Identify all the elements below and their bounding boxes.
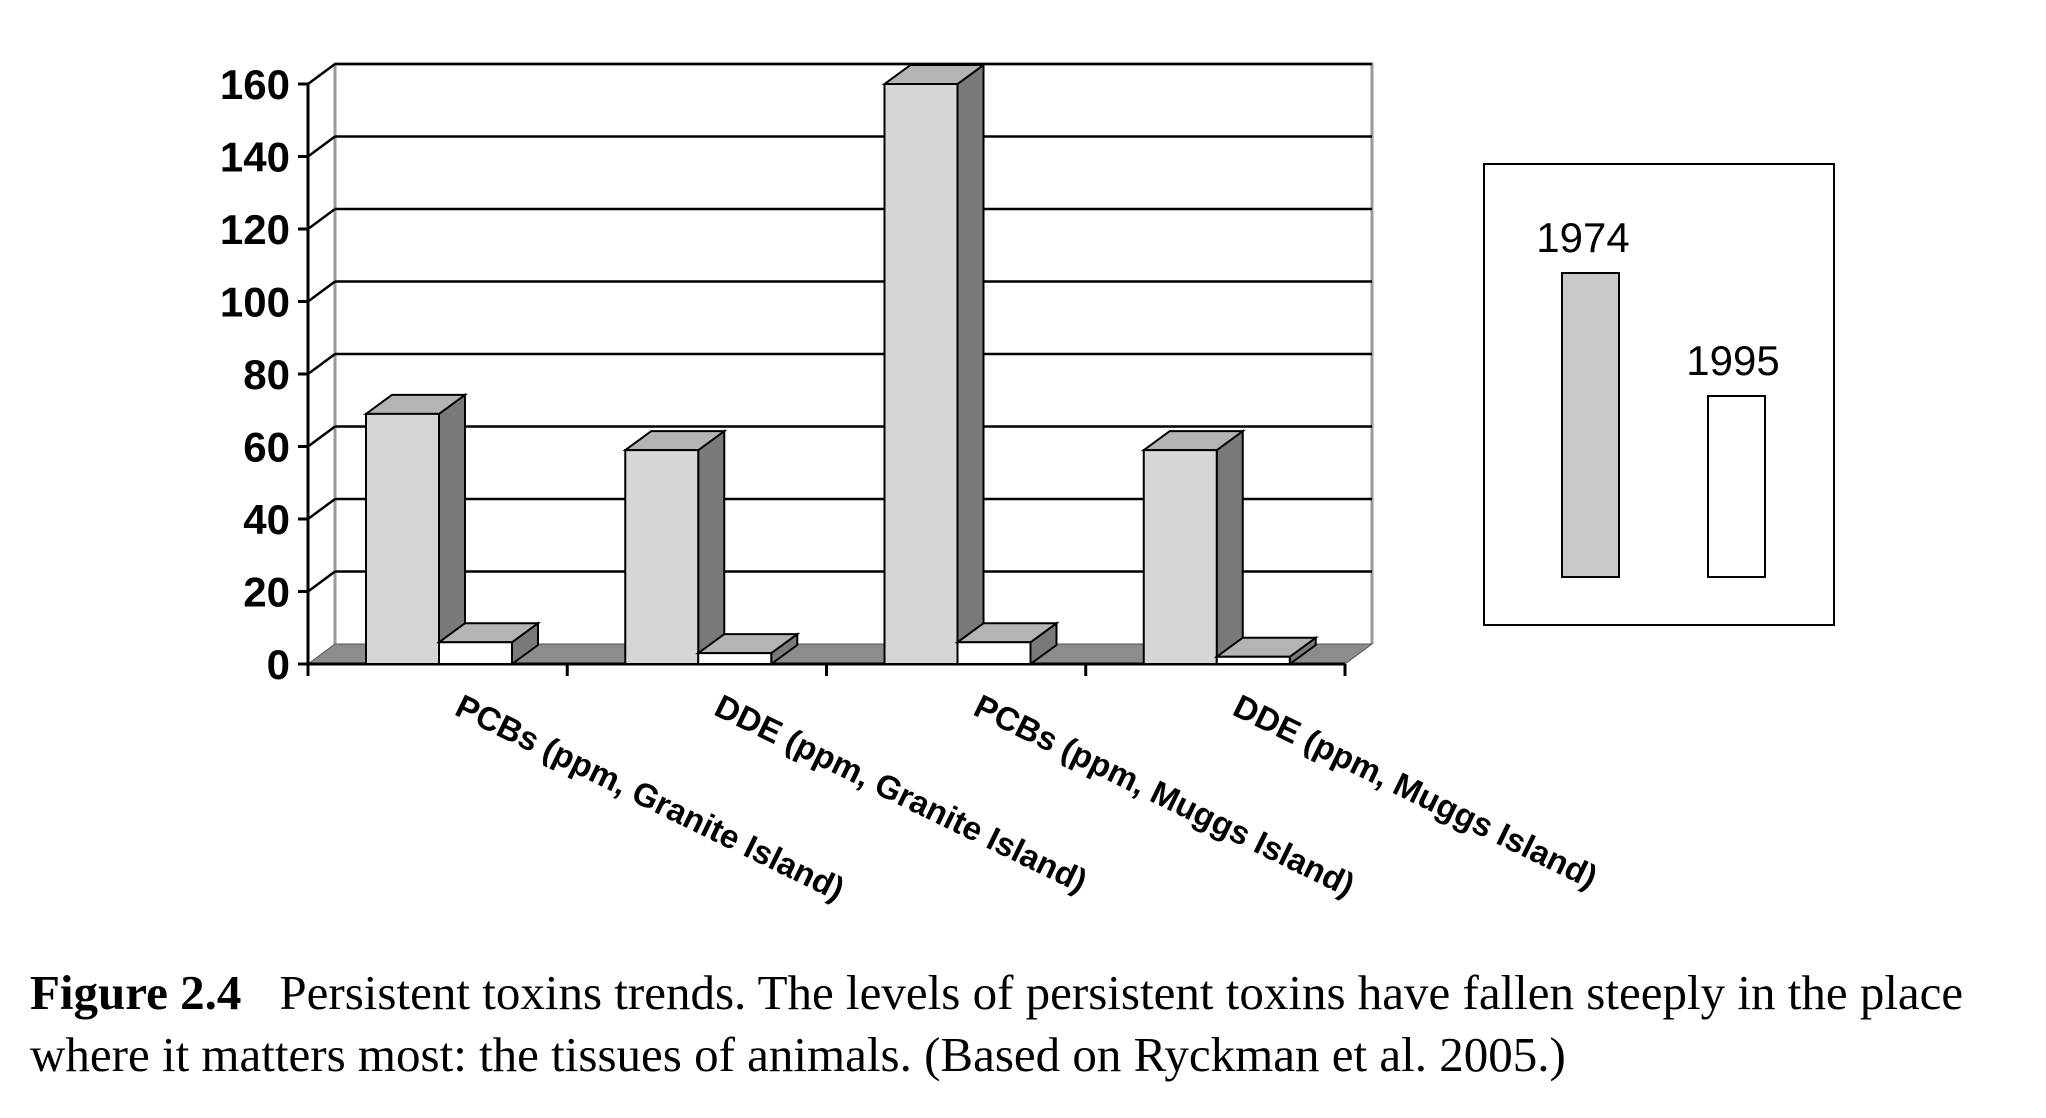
- bar-front: [1142, 449, 1218, 665]
- y-tick-label: 120: [220, 206, 290, 253]
- bar-1995-2: [695, 632, 801, 666]
- caption-text: Persistent toxins trends. The levels of …: [30, 965, 1964, 1082]
- bar-1995-3: [954, 621, 1060, 666]
- bar-side: [956, 63, 985, 666]
- gridline-depth: [307, 425, 336, 448]
- bar-front: [1215, 655, 1291, 665]
- gridline-depth: [307, 207, 336, 231]
- y-tick-label: 140: [220, 134, 290, 181]
- y-tick-label: 80: [243, 351, 290, 398]
- legend-swatch-1995: [1707, 395, 1766, 578]
- gridline-depth: [307, 135, 336, 158]
- bar-1974-1: [362, 392, 469, 666]
- gridline-depth: [307, 62, 336, 86]
- bar-side: [1215, 429, 1244, 666]
- bar-front: [438, 641, 513, 665]
- bar-1974-4: [1140, 429, 1246, 666]
- figure-number: Figure 2.4: [30, 965, 242, 1020]
- figure-caption: Figure 2.4 Persistent toxins trends. The …: [30, 962, 2020, 1086]
- bar-front: [624, 449, 700, 665]
- bar-front: [956, 641, 1032, 665]
- y-tick-label: 20: [243, 569, 290, 616]
- y-axis: 0 20 40 60 80 100 120 140 160: [220, 61, 310, 688]
- bar-side: [697, 429, 726, 666]
- y-tick-label: 40: [243, 496, 290, 543]
- legend: 1974 1995: [1483, 163, 1835, 626]
- bar-1995-1: [435, 621, 542, 666]
- gridline-depth: [307, 352, 336, 376]
- y-tick-label: 60: [243, 424, 290, 471]
- gridline-depth: [307, 280, 336, 303]
- bar-front: [883, 83, 959, 665]
- legend-label-1995: 1995: [1686, 337, 1779, 384]
- bar-1974-3: [881, 63, 987, 666]
- legend-swatch-1974: [1561, 272, 1620, 578]
- legend-label-1974: 1974: [1536, 214, 1629, 261]
- gridline-depth: [307, 570, 336, 593]
- bars: [362, 63, 1319, 666]
- bar-chart: 0 20 40 60 80 100 120 140 160 PCBs (ppm, Granite…: [220, 61, 1835, 908]
- bar-1995-4: [1213, 635, 1319, 666]
- legend-box: [1483, 163, 1835, 626]
- bar-front: [697, 652, 773, 665]
- bar-side: [438, 392, 466, 666]
- y-tick-label: 0: [267, 641, 290, 688]
- bar-front: [365, 412, 440, 665]
- gridline-depth: [307, 497, 336, 521]
- x-axis: PCBs (ppm, Granite Island)DDE (ppm, Gran…: [306, 662, 1603, 908]
- y-tick-label: 160: [220, 61, 290, 108]
- y-tick-label: 100: [220, 279, 290, 326]
- bar-1974-2: [622, 429, 728, 666]
